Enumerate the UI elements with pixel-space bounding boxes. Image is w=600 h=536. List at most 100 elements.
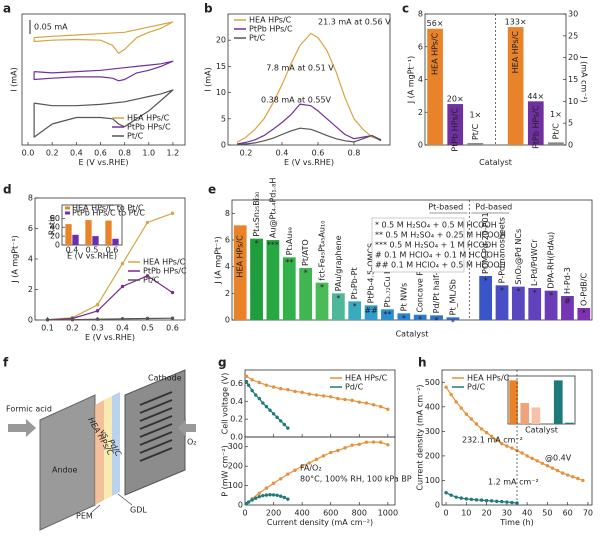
data-point (550, 466, 555, 470)
bar (544, 290, 558, 320)
data-point (271, 493, 276, 497)
y2-axis-label: J (mA cm⁻²) (580, 55, 589, 103)
annotation: 232.1 mA cm⁻² (462, 436, 523, 445)
data-point (264, 404, 269, 409)
legend-label: HEA HPs/C (345, 374, 388, 383)
y-axis-label: Ratio (48, 215, 57, 236)
y-tick-label: 300 (425, 427, 440, 436)
condition-note: *** 0.5 M H₂SO₄ + 1 M HCOOH (375, 241, 497, 250)
condition-marker: *** (267, 241, 279, 250)
y-tick-label: 300 (228, 442, 243, 451)
condition-marker: * (320, 283, 324, 292)
pem-layer (104, 396, 112, 500)
data-point (271, 412, 276, 416)
bar (528, 288, 542, 320)
data-point (474, 498, 479, 502)
y2-tick-label: 10 (568, 97, 578, 106)
x-tick-label: 0.8 (348, 149, 361, 158)
bar (561, 296, 574, 320)
data-point (350, 398, 354, 403)
data-point (560, 471, 565, 475)
panel-label: b (204, 2, 213, 16)
data-point (246, 383, 251, 387)
y2-tick-label: 15 (568, 75, 578, 84)
x-tick-label: 600 (323, 509, 338, 518)
x-tick-label: 0.0 (22, 149, 35, 158)
y-tick-label: 0 (238, 501, 243, 510)
data-point (264, 383, 269, 387)
x-tick-label: 0.2 (46, 149, 59, 158)
legend-label: Pt/C (127, 132, 144, 141)
x-tick-label: 0.6 (106, 246, 119, 255)
y-tick-label: 0.0 (230, 433, 243, 442)
bar (92, 236, 99, 245)
x-axis-label: Catalyst (525, 426, 558, 435)
category-label: DPA-RH(PdAu) (547, 232, 556, 289)
category-label: O-PdB/C (579, 273, 588, 306)
data-point (275, 493, 279, 497)
flow-channels (139, 391, 173, 462)
x-tick-label: 0.4 (70, 149, 83, 158)
y-axis-label: I (mA) (10, 67, 19, 91)
data-point (495, 438, 499, 442)
condition-marker: ## (364, 306, 378, 315)
data-point (479, 427, 484, 431)
annotation: 7.8 mA at 0.51 V (266, 64, 334, 73)
y-tick-label: 0 (225, 316, 230, 325)
bar (507, 27, 524, 146)
x-tick-label: 0 (242, 509, 247, 518)
y-tick-label: 2 (28, 285, 33, 294)
x-axis-label: Time (h) (499, 518, 533, 527)
x-tick-label: 0.8 (118, 149, 131, 158)
panel-label: c (402, 2, 409, 16)
y-axis-label: J (A mgPt⁻¹) (407, 56, 416, 104)
category-label: Pt/ATO (301, 239, 310, 266)
annotation: 1.2 mA cm⁻² (488, 478, 539, 487)
group-label: Pt-based (428, 203, 463, 212)
x-tick-label: 0.6 (166, 324, 179, 333)
pem-label: PEM (76, 512, 93, 521)
data-point (264, 493, 269, 497)
x-tick-label: 50 (542, 509, 552, 518)
ratio-label: 133× (505, 18, 527, 27)
x-tick-label: 0.2 (240, 149, 253, 158)
bar (509, 380, 518, 424)
data-point (250, 378, 254, 382)
data-point (307, 392, 311, 396)
data-point (275, 415, 279, 420)
data-point (571, 475, 575, 479)
category-label: Pt_ML/Sb (448, 279, 457, 315)
data-point (120, 284, 125, 289)
condition-marker: * (533, 289, 537, 298)
data-point (343, 446, 347, 450)
data-point (271, 385, 276, 389)
data-point (300, 464, 304, 468)
y-tick-label: 400 (425, 402, 440, 411)
category-label: PAu/graphene (334, 235, 343, 291)
ratio-label: 1× (469, 111, 481, 120)
bar (479, 276, 493, 320)
bar (427, 28, 443, 145)
bar (266, 240, 280, 320)
data-point (120, 317, 125, 321)
bar (331, 293, 345, 320)
bar (495, 285, 509, 320)
legend-label: HEA HPs/C (249, 16, 292, 25)
category-label: Pt₁Au₉₉ (285, 227, 294, 255)
annotation: FA/O₂ (300, 464, 322, 473)
condition-note: * 0.5 M H₂SO₄ + 0.5 M HCOOH (375, 221, 497, 230)
bar (348, 301, 362, 320)
bar (85, 220, 92, 245)
bar (65, 224, 72, 245)
legend-label: Pd/C (467, 383, 486, 392)
data-point (350, 443, 354, 447)
oxygen-arrow (178, 419, 196, 437)
x-axis-label: Catalyst (479, 158, 512, 167)
data-point (307, 461, 311, 465)
data-point (444, 385, 448, 389)
y-tick-label: 4 (225, 262, 230, 271)
data-point (510, 500, 514, 505)
legend-label: Pt/C (249, 34, 266, 43)
y-tick-label: 10 (216, 88, 226, 97)
